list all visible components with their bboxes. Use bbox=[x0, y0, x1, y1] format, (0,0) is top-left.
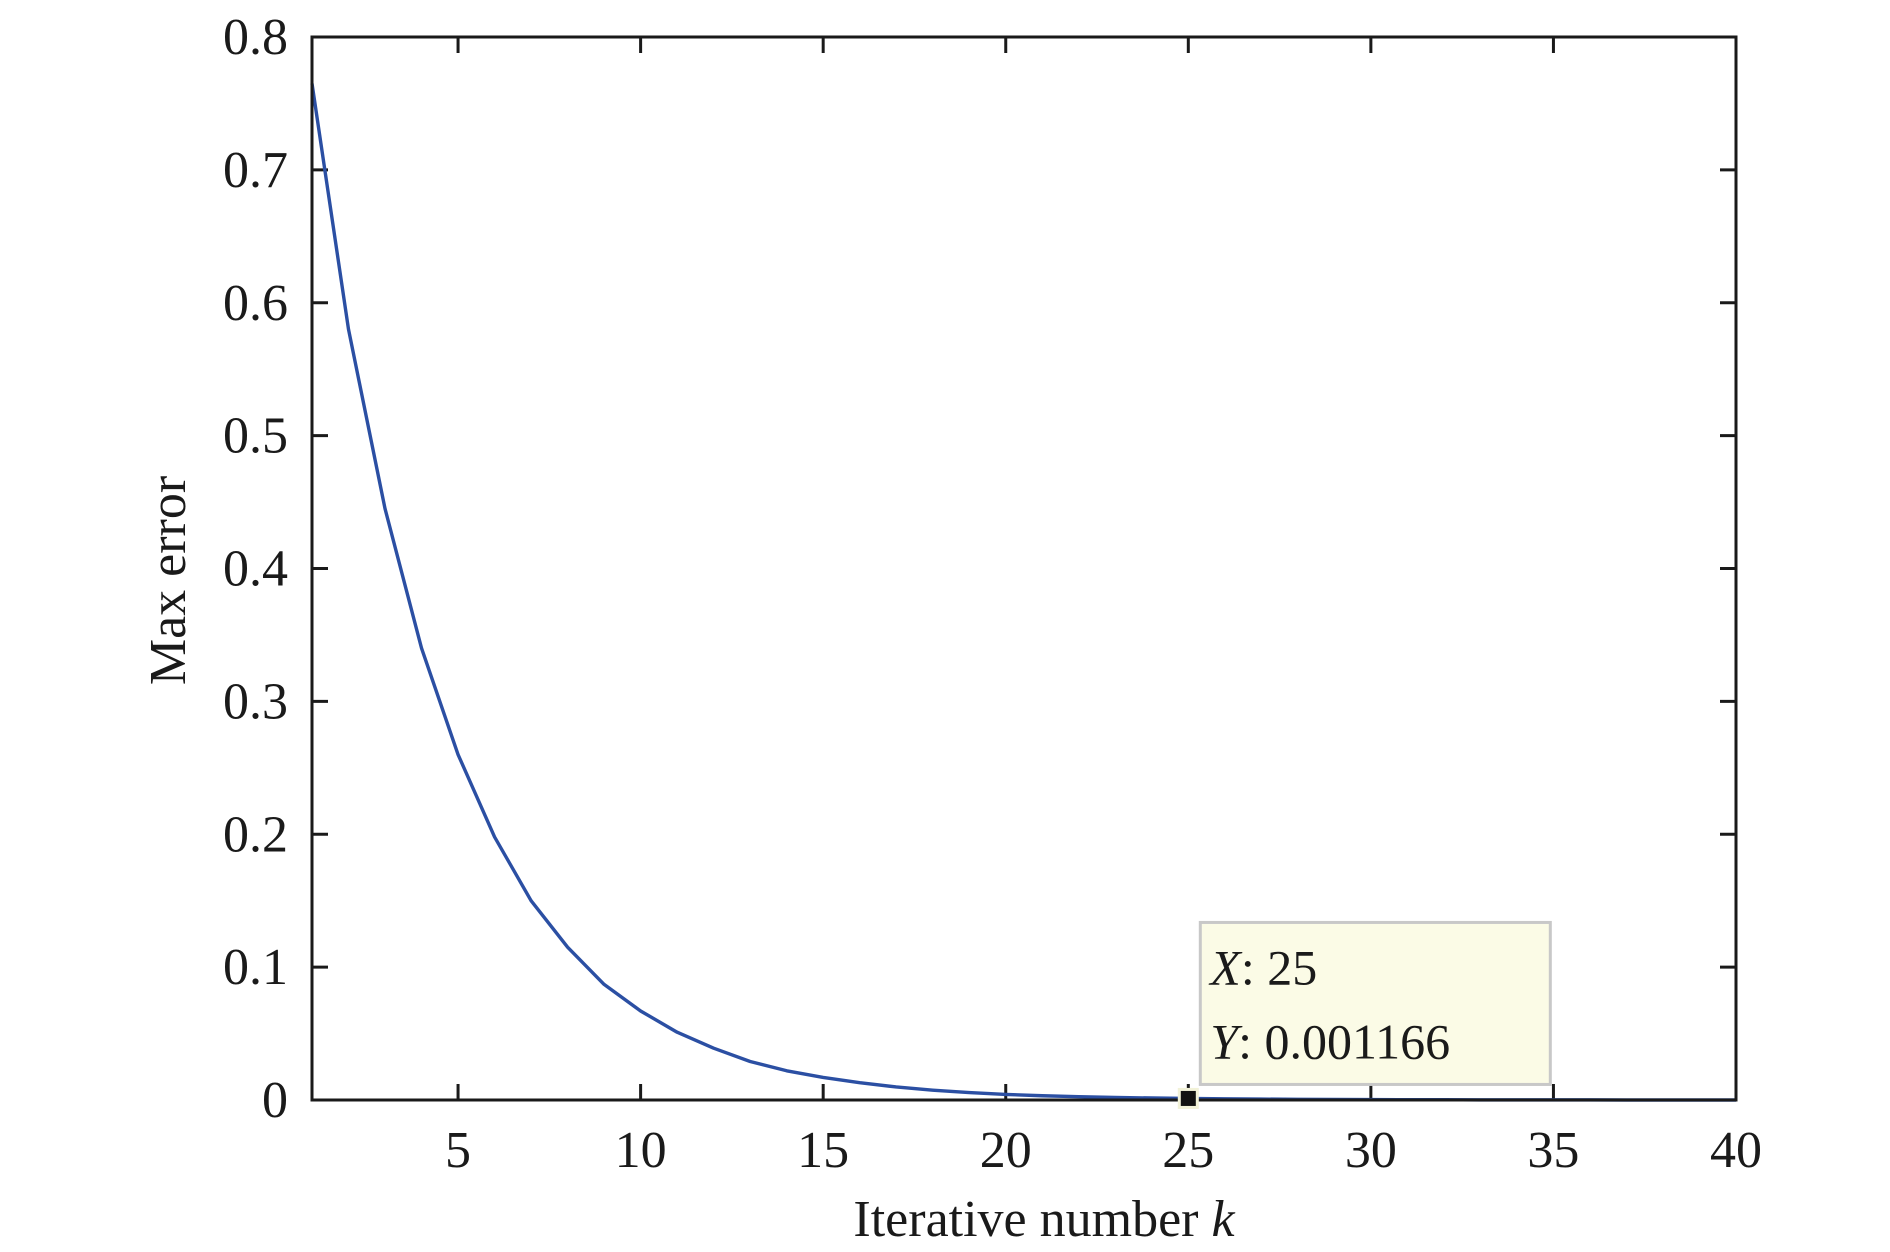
y-tick-label: 0.1 bbox=[223, 939, 288, 996]
y-tick-label: 0.2 bbox=[223, 806, 288, 863]
x-tick-label: 40 bbox=[1710, 1122, 1762, 1179]
y-tick-label: 0.4 bbox=[223, 541, 288, 598]
datatip-marker[interactable] bbox=[1177, 1087, 1199, 1109]
y-tick-label: 0.3 bbox=[223, 673, 288, 730]
y-tick-label: 0.8 bbox=[223, 9, 288, 66]
y-tick-label: 0.7 bbox=[223, 142, 288, 199]
datatip-box[interactable]: X: 25 Y: 0.001166 bbox=[1198, 920, 1552, 1086]
datatip-x-value: 25 bbox=[1267, 939, 1317, 995]
tick-labels: 5 10 15 20 25 30 35 40 0 0.1 0.2 0.3 0.4 0.5 0.6 0.7 0.8 bbox=[223, 9, 1762, 1179]
datatip-y-label: Y bbox=[1210, 1013, 1243, 1069]
x-tick-label: 25 bbox=[1162, 1122, 1214, 1179]
datatip-x-text: X: 25 bbox=[1208, 939, 1317, 995]
datatip-y-sep: : bbox=[1238, 1013, 1264, 1069]
datatip-y-value: 0.001166 bbox=[1265, 1013, 1451, 1069]
x-tick-label: 30 bbox=[1345, 1122, 1397, 1179]
plot-frame bbox=[310, 35, 1738, 1102]
y-tick-label: 0.5 bbox=[223, 408, 288, 465]
x-axis-title-variable: k bbox=[1211, 1191, 1235, 1248]
x-axis-title-text: Iterative number bbox=[853, 1191, 1198, 1248]
x-axis-title: Iterative number k bbox=[853, 1191, 1235, 1248]
x-tick-label: 5 bbox=[445, 1122, 471, 1179]
x-tick-label: 35 bbox=[1527, 1122, 1579, 1179]
x-tick-label: 15 bbox=[797, 1122, 849, 1179]
datatip-background bbox=[1198, 920, 1552, 1086]
x-tick-label: 10 bbox=[615, 1122, 667, 1179]
x-axis-title-gap bbox=[1198, 1191, 1211, 1248]
y-tick-label: 0 bbox=[262, 1072, 288, 1129]
y-tick-label: 0.6 bbox=[223, 275, 288, 332]
datatip-x-label: X bbox=[1208, 939, 1243, 995]
datatip-x-sep: : bbox=[1241, 939, 1267, 995]
x-tick-label: 20 bbox=[980, 1122, 1032, 1179]
y-axis-title: Max error bbox=[140, 476, 197, 685]
datatip-y-text: Y: 0.001166 bbox=[1210, 1013, 1450, 1069]
